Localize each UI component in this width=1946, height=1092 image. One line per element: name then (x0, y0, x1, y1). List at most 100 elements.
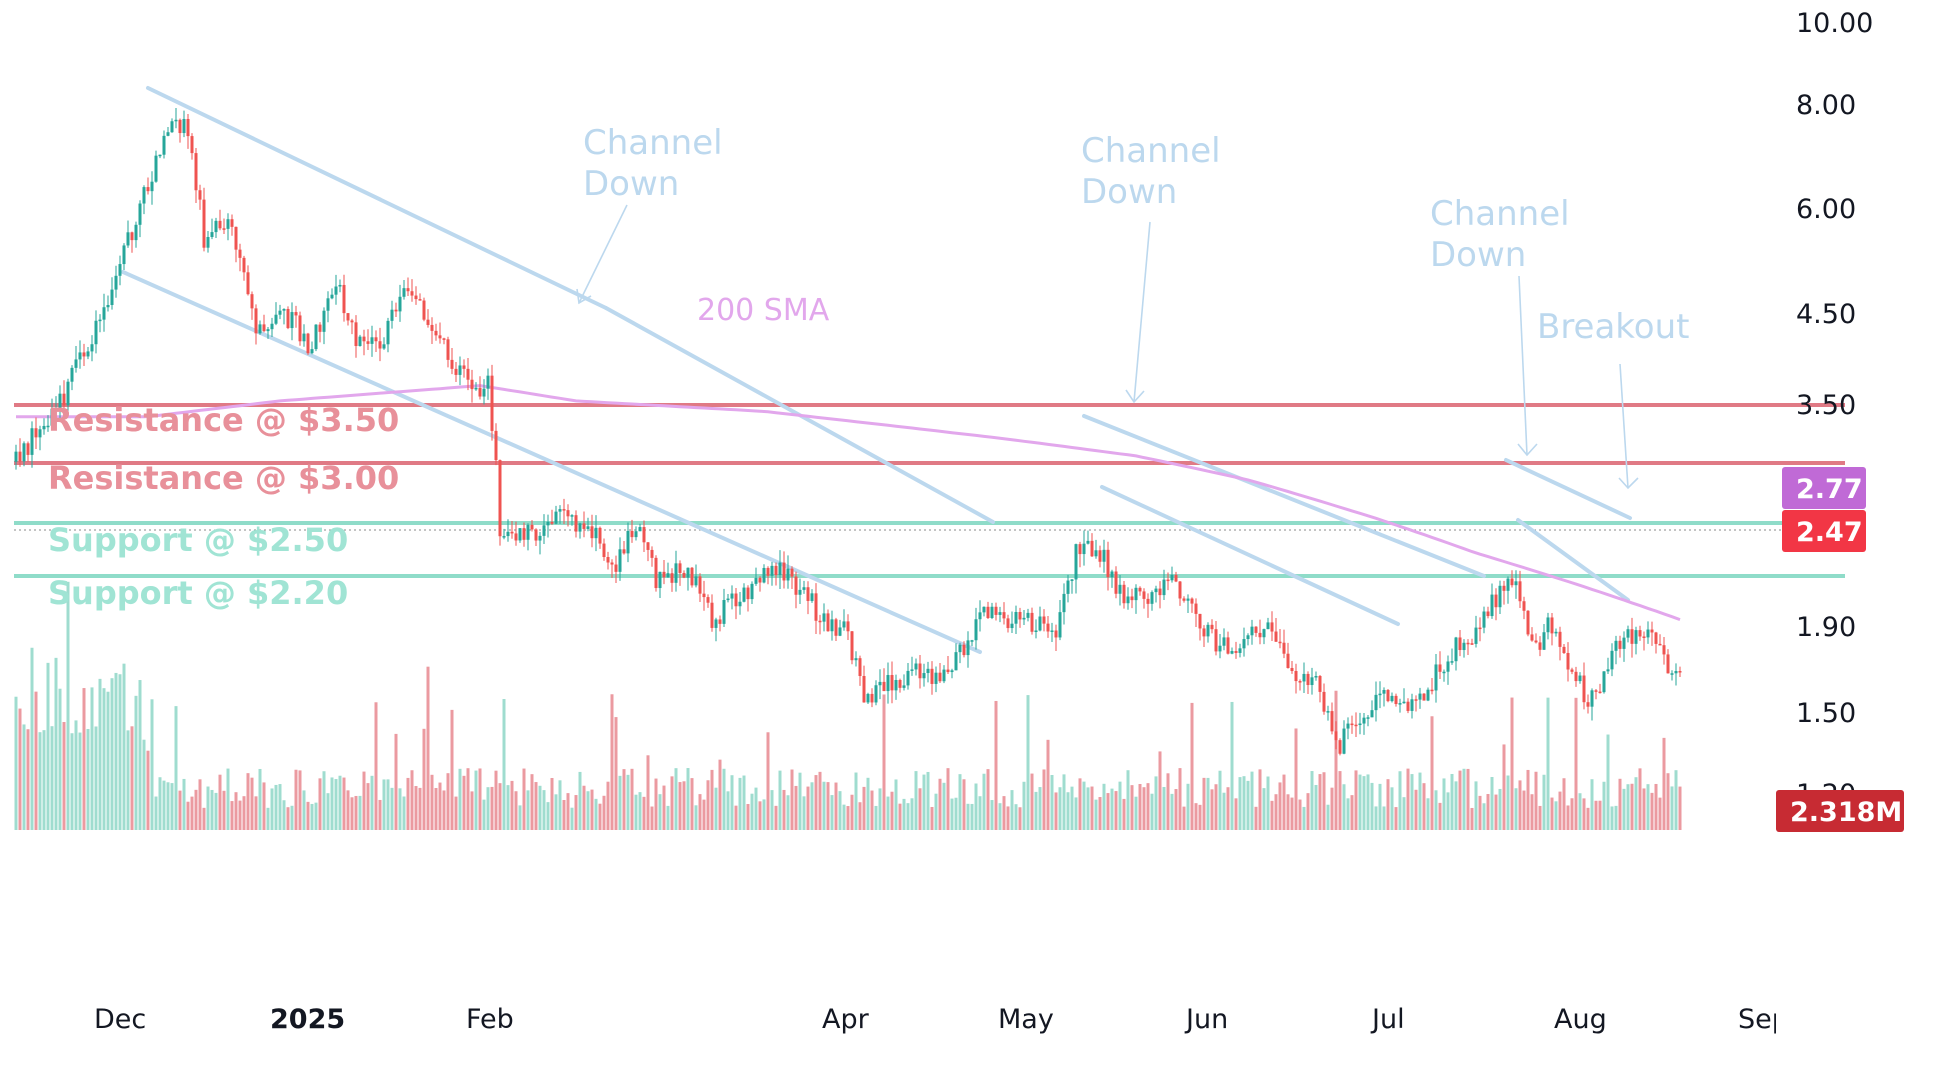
volume-bar (818, 771, 822, 830)
candle-body (174, 119, 178, 122)
volume-bar (418, 787, 422, 830)
volume-bar (1230, 701, 1234, 830)
volume-bar (386, 779, 390, 830)
volume-bar (306, 801, 310, 830)
volume-bar (1102, 783, 1106, 830)
volume-bar (614, 717, 618, 830)
volume-bar (1534, 771, 1538, 830)
candle-body (986, 606, 990, 618)
candle-body (1190, 598, 1194, 604)
candle-body (1270, 622, 1274, 632)
volume-bar (910, 798, 914, 830)
volume-bar (858, 802, 862, 830)
candle-body (730, 593, 734, 599)
volume-bar (1390, 787, 1394, 830)
volume-bar (338, 775, 342, 830)
volume-bar (1018, 807, 1022, 830)
annotation-arrow-breakout (1619, 363, 1629, 489)
candle-body (1070, 579, 1074, 581)
volume-bar (630, 768, 634, 830)
volume-bar (586, 791, 590, 830)
volume-bar (1062, 774, 1066, 830)
volume-bar (998, 803, 1002, 830)
volume-bar (774, 805, 778, 830)
volume-bar (1654, 783, 1658, 830)
candle-body (582, 523, 586, 529)
candle-body (182, 118, 186, 134)
volume-bar (394, 733, 398, 830)
volume-bar (1386, 779, 1390, 830)
level-labels: Resistance @ $3.50 Resistance @ $3.00 Supp… (48, 401, 399, 612)
volume-bar (1138, 784, 1142, 830)
volume-bar (1006, 806, 1010, 830)
candle-body (1370, 710, 1374, 718)
volume-bar (1558, 791, 1562, 830)
candle-body (1146, 598, 1150, 604)
volume-bar (766, 732, 770, 830)
candle-body (1494, 594, 1498, 608)
candle-body (362, 336, 366, 342)
volume-bar (26, 729, 30, 830)
volume-bar (126, 730, 130, 830)
candle-body (1082, 543, 1086, 555)
candle-body (266, 329, 270, 332)
volume-bar (1182, 806, 1186, 830)
volume-bar (1026, 695, 1030, 830)
volume-bar (1630, 783, 1634, 830)
volume-bar (1210, 789, 1214, 830)
volume-bar (1602, 781, 1606, 830)
candle-body (1562, 646, 1566, 653)
volume-bar (1342, 784, 1346, 830)
volume-bar (898, 803, 902, 830)
volume-bar (170, 783, 174, 830)
volume-bar (1198, 804, 1202, 830)
volume-bar (558, 780, 562, 830)
volume-bar (166, 782, 170, 830)
volume-bar (422, 728, 426, 830)
volume-bar (414, 786, 418, 830)
candle-body (530, 524, 534, 530)
candle-body (926, 668, 930, 674)
candle-body (1154, 588, 1158, 593)
candle-body (602, 543, 606, 558)
candle-body (754, 577, 758, 584)
volume-bar (726, 791, 730, 830)
volume-bar (1594, 800, 1598, 830)
candle-body (770, 565, 774, 576)
candle-body (1590, 690, 1594, 707)
candle-body (418, 299, 422, 301)
volume-bar (1374, 806, 1378, 830)
volume-bar (1038, 787, 1042, 830)
volume-bar (734, 805, 738, 830)
candle-body (26, 443, 30, 455)
volume-bar (1274, 794, 1278, 830)
volume-bar (378, 799, 382, 830)
candle-body (1098, 550, 1102, 562)
candle-body (1186, 598, 1190, 601)
volume-bar (978, 796, 982, 830)
volume-bar (678, 782, 682, 830)
candle-body (1302, 673, 1306, 682)
volume-bar (1530, 794, 1534, 830)
candle-body (90, 344, 94, 352)
volume-bar (982, 773, 986, 830)
candle-body (954, 652, 958, 671)
candle-body (566, 510, 570, 517)
volume-bar (618, 775, 622, 830)
candle-body (1162, 579, 1166, 596)
volume-bar (1330, 787, 1334, 830)
candle-body (106, 305, 110, 308)
candle-body (430, 324, 434, 331)
candle-body (1606, 669, 1610, 672)
candle-body (258, 324, 262, 334)
candle-body (526, 524, 530, 540)
volume-bar (626, 774, 630, 830)
candle-body (450, 359, 454, 369)
candle-body (494, 430, 498, 461)
candle-body (546, 521, 550, 526)
volume-bar (1678, 786, 1682, 830)
candle-body (750, 583, 754, 600)
candle-body (542, 525, 546, 536)
